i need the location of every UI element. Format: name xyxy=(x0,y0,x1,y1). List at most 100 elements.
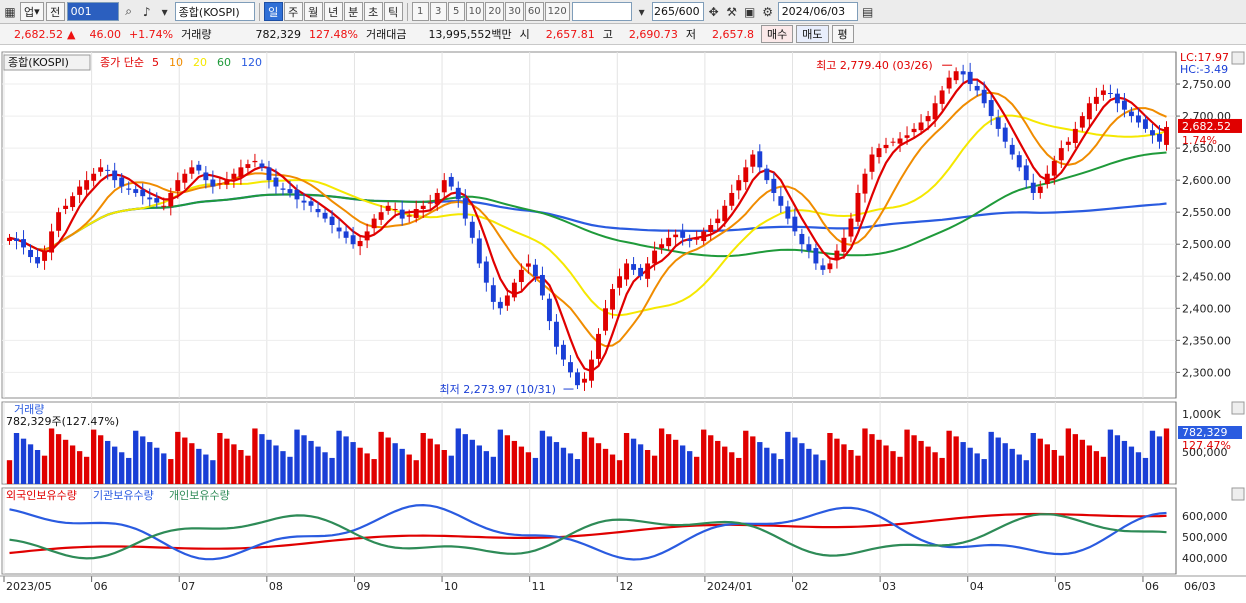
volume-bar xyxy=(1100,456,1107,484)
interval-button-3[interactable]: 년 xyxy=(323,2,343,21)
y-tick-label: 2,750.00 xyxy=(1182,78,1231,91)
number-button-10[interactable]: 10 xyxy=(465,2,485,21)
candle-body xyxy=(918,122,924,131)
candle-body xyxy=(210,179,216,187)
candle-body xyxy=(189,167,195,174)
interval-button-2[interactable]: 월 xyxy=(303,2,323,21)
y-tick-label: 2,400.00 xyxy=(1182,302,1231,315)
candle-body xyxy=(525,263,531,267)
number-button-5[interactable]: 5 xyxy=(447,2,465,21)
volume-bar xyxy=(729,452,735,484)
buy-button[interactable]: 매수 xyxy=(761,25,794,43)
chart-area[interactable]: 2023/05 06 07 08 09 10 11 12 2024/01 02 03 04 05 06 06… xyxy=(0,46,1246,600)
number-button-1[interactable]: 1 xyxy=(411,2,429,21)
number-button-120[interactable]: 120 xyxy=(544,2,570,21)
candle-body xyxy=(427,202,433,204)
period-input[interactable] xyxy=(571,2,632,21)
calendar-icon[interactable]: ▤ xyxy=(862,4,874,19)
period-mode-button[interactable]: 전 xyxy=(45,2,65,21)
candle-body xyxy=(98,167,104,172)
volume-bar xyxy=(69,445,76,484)
candle-body xyxy=(708,225,714,233)
number-button-20[interactable]: 20 xyxy=(485,2,505,21)
interval-button-0[interactable]: 일 xyxy=(263,2,283,21)
market-select[interactable]: 업 ▾ xyxy=(20,2,44,21)
candle-body xyxy=(280,188,286,190)
volume-bar xyxy=(925,446,931,484)
sell-button[interactable]: 매도 xyxy=(796,25,829,43)
chevron-down-icon[interactable]: ▾ xyxy=(638,4,645,19)
candle-body xyxy=(904,135,910,138)
volume-bar xyxy=(238,450,244,484)
candle-body xyxy=(589,359,594,381)
number-button-60[interactable]: 60 xyxy=(524,2,544,21)
volume-bar xyxy=(546,436,553,484)
interval-button-4[interactable]: 분 xyxy=(343,2,363,21)
current-price-tag-text: 2,682.52 xyxy=(1182,120,1231,133)
volume-bar xyxy=(939,457,945,484)
volume-bar xyxy=(427,438,433,484)
candle-body xyxy=(638,267,644,277)
volume-bar xyxy=(343,436,349,484)
volume-bar xyxy=(722,446,728,484)
save-icon[interactable]: ▣ xyxy=(744,4,756,19)
candle-body xyxy=(7,237,12,242)
volume-bar xyxy=(658,428,665,484)
volume-bar xyxy=(420,433,426,484)
volume-pct: 127.48% xyxy=(309,27,358,41)
candle-body xyxy=(196,164,202,171)
interval-button-6[interactable]: 틱 xyxy=(383,2,403,21)
volume-bar xyxy=(224,438,230,484)
candle-body xyxy=(476,238,482,264)
volume-bar xyxy=(715,440,721,484)
stock-chart[interactable]: 2023/05 06 07 08 09 10 11 12 2024/01 02 03 04 05 06 06… xyxy=(0,46,1246,600)
volume-bar xyxy=(701,429,707,484)
extra-button[interactable]: 평 xyxy=(831,25,854,43)
wrench-icon[interactable]: ⚒ xyxy=(726,4,738,19)
holdings-line-0 xyxy=(9,512,1167,555)
candle-body xyxy=(1164,126,1169,145)
high-value: 2,690.73 xyxy=(628,27,678,41)
count-field[interactable]: 265/600 xyxy=(651,2,704,21)
volume-bar xyxy=(105,440,111,484)
candle-body xyxy=(666,237,672,247)
candle-body xyxy=(1023,165,1029,181)
volume-bar xyxy=(785,431,791,484)
candle-body xyxy=(743,167,749,183)
lc-label: LC:17.97 xyxy=(1180,51,1229,64)
date-field[interactable]: 2024/06/03 xyxy=(777,2,858,21)
volume-bar xyxy=(329,457,335,484)
code-input[interactable]: 001 xyxy=(66,2,119,21)
volume-bar xyxy=(490,456,497,484)
chevron-down-icon[interactable]: ▾ xyxy=(161,4,168,19)
number-button-30[interactable]: 30 xyxy=(505,2,524,21)
speaker-icon[interactable]: ♪ xyxy=(142,4,151,19)
search-icon[interactable]: ⌕ xyxy=(125,4,133,18)
candle-body xyxy=(490,285,496,302)
gear-icon[interactable]: ⚙ xyxy=(762,4,774,19)
candle-body xyxy=(771,178,777,193)
candle-body xyxy=(497,301,503,309)
volume-bar xyxy=(48,428,55,484)
volume-bar xyxy=(112,446,118,484)
candle-body xyxy=(834,250,840,261)
interval-button-5[interactable]: 초 xyxy=(363,2,383,21)
grid-icon[interactable]: ▦ xyxy=(4,4,16,19)
candle-body xyxy=(119,177,125,187)
volume-bar xyxy=(280,451,286,484)
volume-bar xyxy=(1023,460,1029,484)
candle-body xyxy=(1037,186,1043,193)
volume-bar xyxy=(462,434,468,484)
volume-bar xyxy=(665,434,672,484)
candle-body xyxy=(21,239,26,248)
candle-body xyxy=(960,71,966,75)
split-icon[interactable]: ✥ xyxy=(708,4,719,19)
y-tick-label: 2,500.00 xyxy=(1182,238,1231,251)
interval-button-1[interactable]: 주 xyxy=(283,2,303,21)
name-field[interactable]: 종합(KOSPI) xyxy=(174,2,255,21)
volume-bar xyxy=(736,457,742,484)
number-button-3[interactable]: 3 xyxy=(429,2,447,21)
candle-body xyxy=(659,244,665,249)
low-value: 2,657.8 xyxy=(712,27,755,41)
candle-body xyxy=(911,128,917,133)
